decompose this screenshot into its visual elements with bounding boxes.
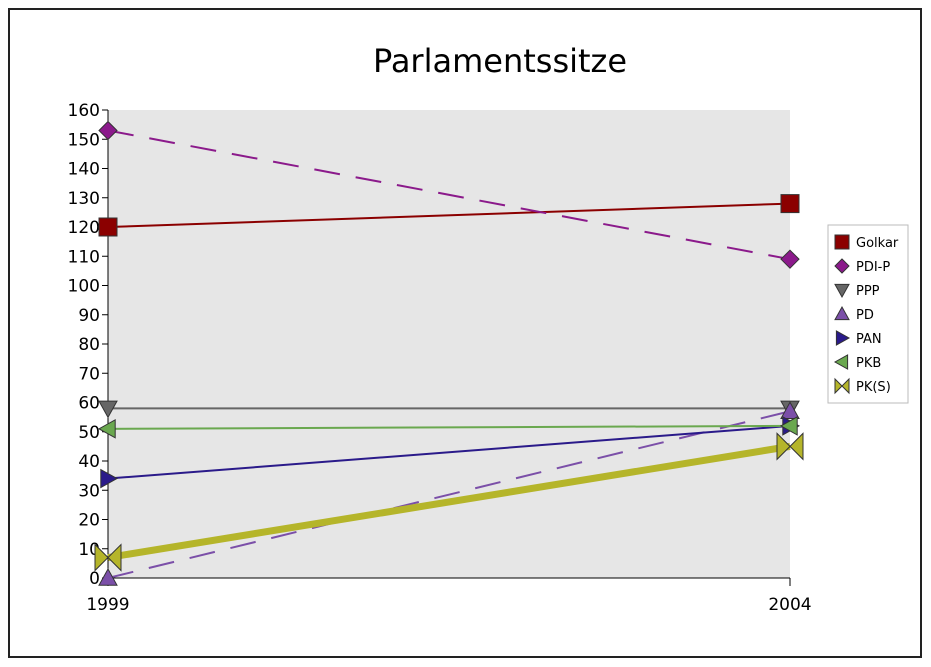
y-tick-label: 150 <box>68 130 100 150</box>
series-line-pk-s <box>107 442 791 561</box>
legend-label-ppp: PPP <box>856 284 880 299</box>
data-point-pd <box>98 567 118 586</box>
series-layer <box>94 120 804 586</box>
legend-swatch-pdi-p <box>834 258 850 274</box>
y-tick-label: 70 <box>78 364 100 384</box>
legend: Golkar PDI-P PPP PD PAN PKB PK(S) <box>827 224 909 404</box>
plot-area <box>108 110 790 578</box>
y-tick-label: 40 <box>78 452 100 472</box>
series-line-golkar <box>107 202 791 228</box>
legend-label-golkar: Golkar <box>856 236 899 251</box>
data-point-pdi-p <box>98 120 118 141</box>
y-tick-label: 100 <box>68 277 100 297</box>
data-point-golkar <box>98 217 118 237</box>
y-tick-label: 50 <box>78 423 100 443</box>
legend-swatch-pk-s <box>834 377 850 395</box>
y-tick-label: 140 <box>68 160 100 180</box>
data-point-pk-s <box>776 432 804 461</box>
y-tick-label: 60 <box>78 394 100 414</box>
y-tick-label: 80 <box>78 335 100 355</box>
data-point-ppp <box>98 400 118 419</box>
legend-swatch-pd <box>834 305 850 321</box>
legend-swatch-pan <box>835 330 851 346</box>
series-line-pdi-p <box>107 129 791 261</box>
data-point-pd <box>780 401 800 419</box>
legend-label-pan: PAN <box>856 332 882 347</box>
data-point-pan <box>100 468 119 489</box>
legend-label-pkb: PKB <box>856 356 881 371</box>
data-point-pk-s <box>94 543 122 572</box>
series-line-pkb <box>107 424 791 430</box>
data-point-pkb <box>97 418 116 439</box>
y-tick-label: 110 <box>68 247 100 267</box>
legend-swatch-pkb <box>833 354 849 370</box>
legend-label-pdi-p: PDI-P <box>856 260 890 275</box>
legend-label-pk-s: PK(S) <box>856 380 891 395</box>
series-line-pd <box>107 410 791 579</box>
y-tick-label: 90 <box>78 306 100 326</box>
y-tick-label: 130 <box>68 189 100 209</box>
y-tick-label: 0 <box>89 569 100 589</box>
axes: 0102030405060708090100110120130140150160… <box>68 101 812 615</box>
legend-swatch-golkar <box>834 234 850 250</box>
y-tick-label: 20 <box>78 511 100 531</box>
chart-title: Parlamentssitze <box>373 42 627 80</box>
y-tick-label: 160 <box>68 101 100 121</box>
legend-swatch-ppp <box>834 283 850 299</box>
x-tick-label: 1999 <box>86 595 129 615</box>
data-point-pkb <box>779 416 798 436</box>
series-line-pan <box>107 424 791 480</box>
x-tick-label: 2004 <box>768 595 811 615</box>
data-point-pdi-p <box>780 249 800 269</box>
data-point-golkar <box>780 194 800 214</box>
legend-label-pd: PD <box>856 308 874 323</box>
y-tick-label: 30 <box>78 481 100 501</box>
y-tick-label: 120 <box>68 218 100 238</box>
